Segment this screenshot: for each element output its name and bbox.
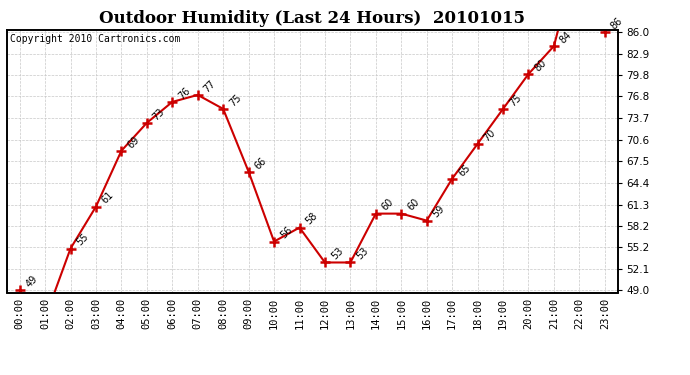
Text: 65: 65 (456, 162, 472, 178)
Text: 84: 84 (558, 30, 574, 45)
Text: 75: 75 (227, 92, 244, 108)
Text: 86: 86 (609, 16, 624, 32)
Text: 53: 53 (329, 246, 345, 262)
Text: 56: 56 (278, 225, 294, 241)
Text: 58: 58 (304, 211, 319, 227)
Text: 66: 66 (253, 155, 268, 171)
Text: 70: 70 (482, 127, 497, 143)
Text: 75: 75 (507, 92, 523, 108)
Text: 98: 98 (0, 374, 1, 375)
Text: 61: 61 (100, 190, 116, 206)
Title: Outdoor Humidity (Last 24 Hours)  20101015: Outdoor Humidity (Last 24 Hours) 2010101… (99, 10, 525, 27)
Text: 59: 59 (431, 204, 446, 220)
Text: Copyright 2010 Cartronics.com: Copyright 2010 Cartronics.com (10, 34, 180, 44)
Text: 77: 77 (202, 78, 218, 94)
Text: 69: 69 (126, 134, 141, 150)
Text: 53: 53 (355, 246, 371, 262)
Text: 49: 49 (23, 274, 39, 290)
Text: 80: 80 (533, 57, 549, 73)
Text: 60: 60 (406, 197, 421, 213)
Text: 76: 76 (177, 85, 193, 101)
Text: 55: 55 (75, 232, 90, 248)
Text: 73: 73 (151, 106, 167, 122)
Text: 45: 45 (0, 374, 1, 375)
Text: 60: 60 (380, 197, 396, 213)
